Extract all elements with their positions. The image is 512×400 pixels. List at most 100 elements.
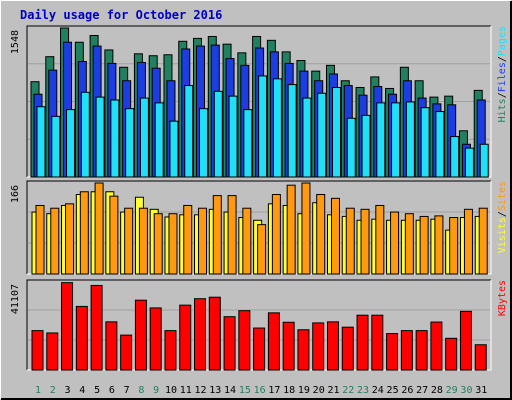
x-tick-label: 7 xyxy=(124,385,130,396)
pages-bar xyxy=(420,107,430,178)
kbytes-bar xyxy=(445,337,458,371)
sites-bar xyxy=(449,217,459,275)
sites-bar xyxy=(316,194,326,275)
x-tick-label: 28 xyxy=(431,385,443,396)
sites-bar xyxy=(301,182,311,275)
kbytes-bar xyxy=(430,321,443,371)
pages-bar xyxy=(258,75,268,178)
kbytes-bar xyxy=(341,326,354,371)
pages-bar xyxy=(36,106,46,178)
sites-bar xyxy=(94,182,104,275)
sites-bar xyxy=(330,197,340,275)
kbytes-bar xyxy=(149,307,162,371)
pages-bar xyxy=(80,91,90,178)
x-tick-label: 14 xyxy=(224,385,236,396)
pages-bar xyxy=(272,78,282,178)
x-tick-label: 3 xyxy=(65,385,71,396)
hits-files-pages-legend-item: Hits xyxy=(497,98,508,122)
sites-bar xyxy=(463,208,473,275)
pages-bar xyxy=(331,86,341,178)
sites-bar xyxy=(257,224,267,275)
x-tick-label: 16 xyxy=(254,385,266,396)
kbytes-bar xyxy=(223,316,236,371)
pages-bar xyxy=(139,97,149,178)
x-tick-label: 25 xyxy=(387,385,399,396)
kbytes-bar xyxy=(179,304,192,371)
kbytes-bar xyxy=(164,330,177,371)
sites-bar xyxy=(360,208,370,275)
visits-sites-legend-item: Sites xyxy=(497,181,508,211)
pages-bar xyxy=(95,96,105,178)
hits-panel-border-dark xyxy=(26,25,491,177)
pages-bar xyxy=(287,84,297,178)
x-tick-label: 2 xyxy=(50,385,56,396)
pages-bar xyxy=(479,143,489,178)
visits-sites-legend: Visits/Sites xyxy=(497,181,508,253)
kbytes-bar xyxy=(400,330,413,371)
x-tick-label: 19 xyxy=(298,385,310,396)
x-tick-label: 17 xyxy=(268,385,280,396)
sites-bar xyxy=(124,207,134,275)
sites-bar xyxy=(183,204,193,275)
kbytes-bar xyxy=(208,296,221,371)
x-tick-label: 21 xyxy=(327,385,339,396)
pages-bar xyxy=(464,147,474,178)
visits-sites-legend-item: / xyxy=(497,211,508,217)
pages-bar xyxy=(346,117,356,178)
sites-bar xyxy=(212,195,222,275)
x-tick-label: 13 xyxy=(209,385,221,396)
sites-bar xyxy=(79,191,89,275)
x-tick-label: 27 xyxy=(416,385,428,396)
x-tick-label: 9 xyxy=(153,385,159,396)
sites-bar xyxy=(153,213,163,275)
x-tick-label: 18 xyxy=(283,385,295,396)
kbytes-bar xyxy=(31,330,44,371)
x-tick-label: 22 xyxy=(342,385,354,396)
sites-bar xyxy=(50,207,60,275)
y-max-label: 41107 xyxy=(10,284,21,314)
pages-bar xyxy=(228,95,238,178)
hits-files-pages-legend: Hits/Files/Pages xyxy=(497,26,508,122)
kbytes-bar xyxy=(238,310,251,371)
kbytes-bar xyxy=(105,321,118,371)
x-tick-label: 11 xyxy=(180,385,192,396)
kbytes-legend-item: KBytes xyxy=(497,280,508,316)
pages-bar xyxy=(361,114,371,178)
pages-bar xyxy=(199,108,209,178)
sites-bar xyxy=(434,215,444,275)
pages-bar xyxy=(435,111,445,178)
pages-bar xyxy=(184,85,194,178)
pages-bar xyxy=(450,136,460,178)
sites-bar xyxy=(35,204,45,275)
sites-bar xyxy=(198,207,208,275)
x-tick-label: 12 xyxy=(194,385,206,396)
kbytes-bar xyxy=(194,298,207,371)
kbytes-bar xyxy=(386,333,399,371)
x-tick-label: 26 xyxy=(401,385,413,396)
x-tick-label: 6 xyxy=(109,385,115,396)
pages-bar xyxy=(110,99,120,178)
x-tick-label: 29 xyxy=(446,385,458,396)
kbytes-bar xyxy=(61,282,74,371)
pages-bar xyxy=(213,90,223,178)
sites-bar xyxy=(375,204,385,275)
visits-panel-border-dark xyxy=(26,180,491,274)
sites-bar xyxy=(65,203,75,275)
x-tick-label: 10 xyxy=(165,385,177,396)
y-max-label: 1548 xyxy=(10,30,21,54)
x-tick-label: 8 xyxy=(138,385,144,396)
kbytes-bar xyxy=(356,314,369,371)
kbytes-bar xyxy=(474,344,487,371)
kbytes-bar xyxy=(312,322,325,371)
kbytes-bar xyxy=(120,334,133,371)
pages-bar xyxy=(125,108,135,178)
visits-sites-legend-item: Visits xyxy=(497,217,508,253)
sites-bar xyxy=(109,195,119,275)
kbytes-bar xyxy=(326,321,339,371)
sites-bar xyxy=(419,215,429,275)
pages-bar xyxy=(66,109,76,178)
sites-bar xyxy=(138,207,148,275)
kbytes-bar xyxy=(282,321,295,371)
